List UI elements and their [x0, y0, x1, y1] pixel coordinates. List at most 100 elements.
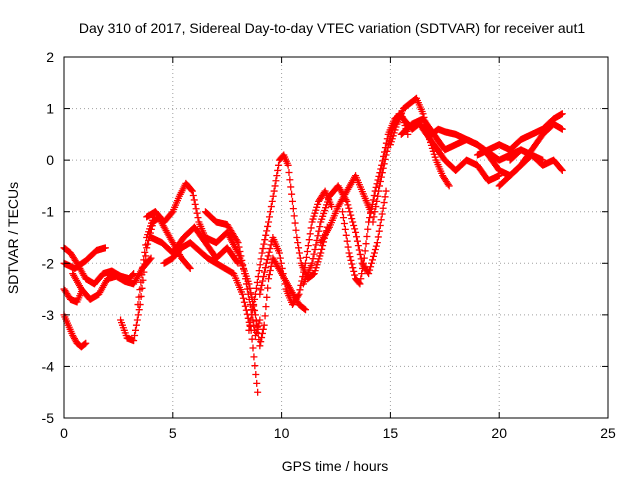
data-point	[371, 246, 379, 254]
data-point	[370, 213, 378, 221]
data-point	[251, 295, 259, 303]
data-point	[260, 240, 268, 248]
data-point	[284, 161, 292, 169]
x-tick-label: 10	[274, 425, 290, 441]
data-point	[307, 224, 315, 232]
data-point	[250, 301, 258, 309]
data-point	[352, 228, 360, 236]
x-tick-label: 0	[60, 425, 68, 441]
data-point	[274, 166, 282, 174]
series-track-13	[256, 187, 336, 309]
data-point	[295, 290, 303, 298]
y-tick-label: -2	[42, 255, 55, 271]
data-point	[265, 275, 273, 283]
data-point	[378, 169, 386, 177]
data-point	[249, 344, 257, 352]
data-point	[243, 285, 251, 293]
series-track-10	[160, 239, 262, 396]
data-point	[370, 249, 378, 257]
data-point	[187, 186, 195, 194]
data-point	[309, 255, 317, 263]
data-point	[353, 233, 361, 241]
y-tick-label: 1	[46, 101, 54, 117]
data-point	[247, 316, 255, 324]
data-point	[255, 267, 263, 275]
data-point	[131, 326, 139, 334]
data-point	[234, 259, 242, 267]
data-point	[328, 203, 336, 211]
data-point	[381, 155, 389, 163]
series-track-5	[69, 254, 155, 303]
data-point	[359, 259, 367, 267]
x-tick-label: 15	[383, 425, 399, 441]
data-point	[367, 263, 375, 271]
data-point	[133, 316, 141, 324]
data-point	[294, 292, 302, 300]
data-point	[373, 197, 381, 205]
data-point	[193, 209, 201, 217]
data-point	[361, 247, 369, 255]
data-point	[372, 203, 380, 211]
x-tick-label: 5	[169, 425, 177, 441]
data-point	[254, 322, 262, 330]
data-point	[233, 237, 241, 245]
data-point	[357, 255, 365, 263]
y-axis-ticks: -5 -4 -3 -2 -1 0 1 2	[42, 49, 608, 426]
y-tick-label: -4	[42, 358, 55, 374]
data-point	[358, 270, 366, 278]
data-point	[138, 271, 146, 279]
data-point	[265, 218, 273, 226]
data-point	[286, 176, 294, 184]
data-point	[134, 301, 142, 309]
data-point	[345, 204, 353, 212]
data-point	[266, 208, 274, 216]
data-point	[355, 246, 363, 254]
data-point	[244, 290, 252, 298]
data-point	[130, 337, 138, 345]
data-point	[255, 319, 263, 327]
data-point	[347, 256, 355, 264]
y-tick-label: -5	[42, 410, 55, 426]
data-point	[233, 258, 241, 266]
data-point	[278, 264, 286, 272]
data-point	[351, 271, 359, 279]
data-point	[251, 362, 259, 370]
data-point	[249, 306, 257, 314]
data-point	[257, 255, 265, 263]
data-point	[383, 147, 391, 155]
data-point	[246, 321, 254, 329]
data-point	[351, 225, 359, 233]
data-point	[136, 286, 144, 294]
data-point	[295, 249, 303, 257]
data-point	[369, 196, 377, 204]
data-point	[266, 245, 274, 253]
data-point	[131, 331, 139, 339]
data-point	[279, 270, 287, 278]
data-point	[264, 284, 272, 292]
data-point	[262, 303, 270, 311]
series-track-11	[201, 208, 264, 339]
data-point	[275, 249, 283, 257]
chart-title: Day 310 of 2017, Sidereal Day-to-day VTE…	[79, 20, 586, 36]
data-point	[363, 232, 371, 240]
data-point	[372, 183, 380, 191]
data-point	[267, 262, 275, 270]
data-point	[558, 110, 566, 118]
data-point	[302, 253, 310, 261]
data-point	[258, 249, 266, 257]
data-point	[238, 256, 246, 264]
data-point	[82, 339, 90, 347]
y-tick-label: -3	[42, 307, 55, 323]
data-point	[362, 240, 370, 248]
series-track-22	[495, 120, 566, 190]
data-point	[251, 331, 259, 339]
data-point	[260, 321, 268, 329]
data-point	[366, 266, 374, 274]
data-point	[135, 306, 143, 314]
data-point	[269, 192, 277, 200]
data-point	[254, 388, 262, 396]
data-point	[369, 218, 377, 226]
data-point	[357, 275, 365, 283]
data-point	[348, 260, 356, 268]
data-point	[316, 223, 324, 231]
